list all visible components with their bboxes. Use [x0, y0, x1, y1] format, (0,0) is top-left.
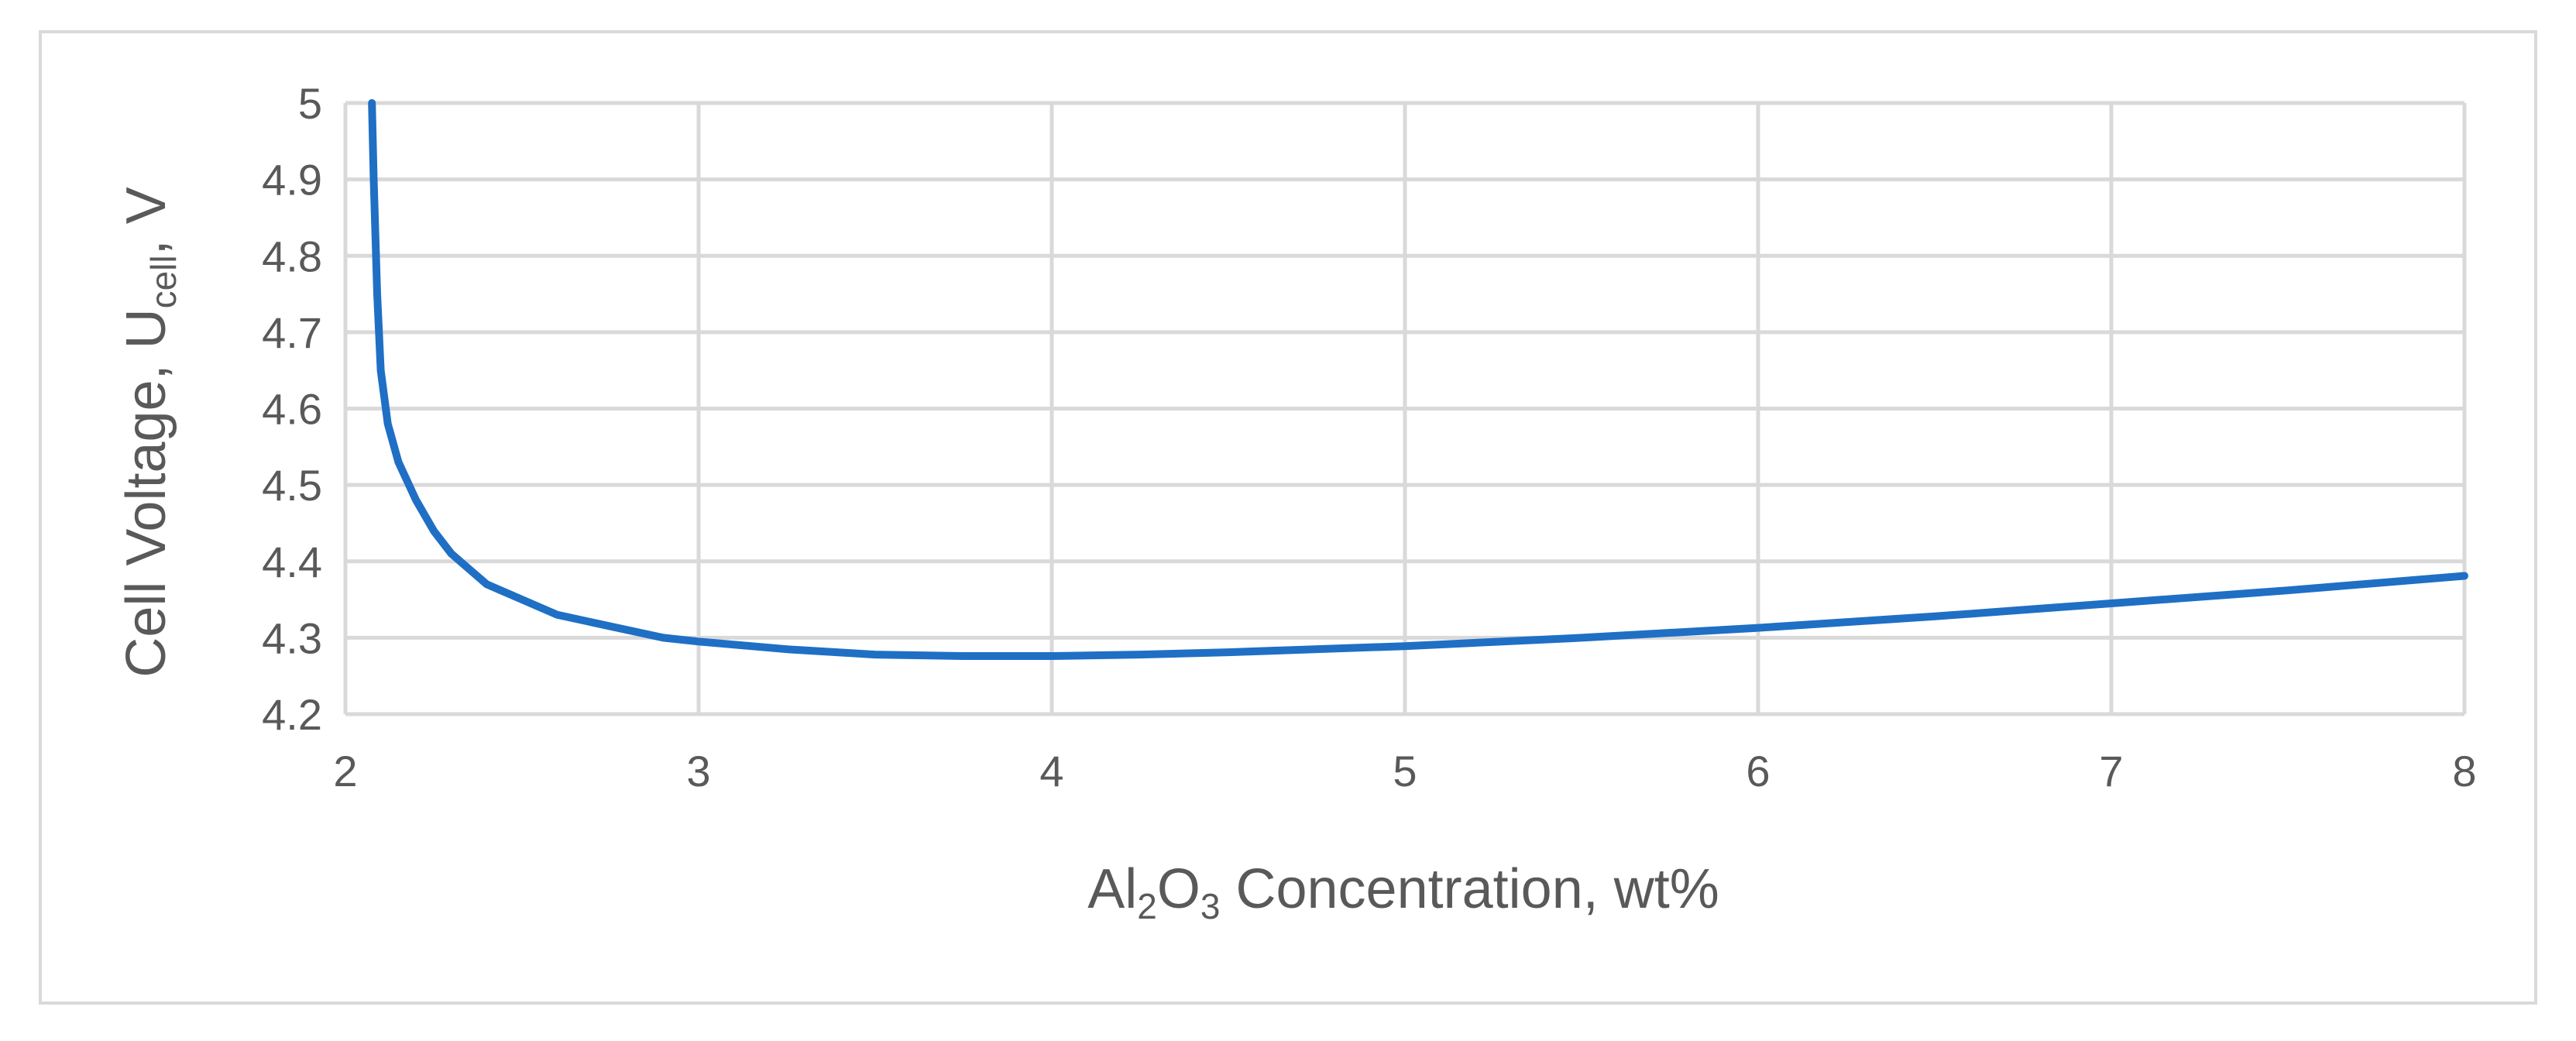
y-tick-label: 4.4 — [262, 538, 322, 586]
y-tick-label: 4.5 — [262, 461, 322, 510]
y-tick-label: 4.9 — [262, 156, 322, 204]
x-tick-label: 3 — [686, 747, 710, 795]
y-tick-label: 4.7 — [262, 308, 322, 357]
x-tick-label: 5 — [1393, 747, 1417, 795]
y-tick-label: 4.6 — [262, 385, 322, 434]
y-tick-label: 4.3 — [262, 613, 322, 662]
x-axis-title: Al2O3 Concentration, wt% — [1087, 858, 1719, 926]
x-tick-label: 2 — [333, 747, 357, 795]
series-layer — [368, 99, 2468, 660]
y-tick-labels: 4.2 4.3 4.4 4.5 4.6 4.7 4.8 4.9 5 — [262, 79, 322, 739]
x-tick-label: 7 — [2099, 747, 2123, 795]
y-tick-label: 5 — [298, 79, 322, 128]
y-axis-title: Cell Voltage, Ucell, V — [115, 187, 184, 677]
y-tick-label: 4.8 — [262, 232, 322, 280]
y-tick-label: 4.2 — [262, 690, 322, 739]
chart-frame — [39, 30, 2537, 1005]
x-tick-label: 4 — [1039, 747, 1063, 795]
x-tick-label: 8 — [2452, 747, 2476, 795]
x-tick-label: 6 — [1746, 747, 1770, 795]
gridlines — [343, 101, 2467, 716]
x-tick-labels: 2 3 4 5 6 7 8 — [333, 747, 2476, 795]
series-line-0 — [368, 99, 2468, 660]
